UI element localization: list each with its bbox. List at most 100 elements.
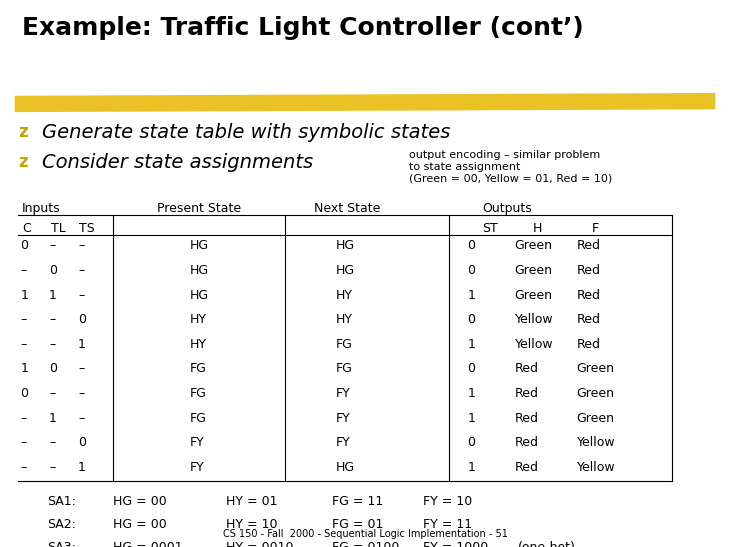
Text: FG: FG [190, 411, 207, 424]
Text: FY = 1000: FY = 1000 [423, 541, 488, 547]
Text: FY = 11: FY = 11 [423, 518, 472, 531]
Text: Green: Green [577, 363, 615, 375]
Text: FY: FY [336, 411, 350, 424]
Text: 0: 0 [78, 437, 86, 449]
Text: Green: Green [577, 387, 615, 400]
Text: FG: FG [336, 363, 353, 375]
Text: Red: Red [515, 363, 539, 375]
Text: –: – [49, 338, 55, 351]
Text: 0: 0 [467, 264, 475, 277]
Text: output encoding – similar problem
to state assignment
(Green = 00, Yellow = 01, : output encoding – similar problem to sta… [409, 150, 612, 184]
Text: ST: ST [482, 222, 498, 235]
Text: 0: 0 [78, 313, 86, 326]
Text: FG: FG [190, 387, 207, 400]
Text: –: – [49, 437, 55, 449]
Text: 1: 1 [78, 461, 86, 474]
Text: –: – [49, 461, 55, 474]
Text: –: – [49, 313, 55, 326]
Text: FY: FY [190, 437, 204, 449]
Text: HY: HY [336, 289, 353, 301]
Text: Red: Red [515, 411, 539, 424]
Text: Green: Green [515, 264, 553, 277]
Text: –: – [78, 264, 85, 277]
Text: HY: HY [336, 313, 353, 326]
Text: HG = 00: HG = 00 [113, 518, 167, 531]
Text: Red: Red [515, 461, 539, 474]
Text: 1: 1 [467, 461, 475, 474]
Text: Consider state assignments: Consider state assignments [42, 153, 313, 172]
Text: Example: Traffic Light Controller (cont’): Example: Traffic Light Controller (cont’… [22, 16, 584, 40]
Text: 1: 1 [78, 338, 86, 351]
Text: –: – [20, 411, 27, 424]
Text: SA3:: SA3: [47, 541, 77, 547]
Text: FG = 01: FG = 01 [332, 518, 383, 531]
Text: FG = 11: FG = 11 [332, 495, 383, 508]
Text: HY: HY [190, 313, 207, 326]
Text: 1: 1 [49, 289, 57, 301]
Text: 0: 0 [467, 313, 475, 326]
Text: 0: 0 [20, 387, 28, 400]
Text: SA1:: SA1: [47, 495, 77, 508]
Text: Next State: Next State [314, 202, 380, 216]
Text: Yellow: Yellow [515, 313, 553, 326]
Text: FG: FG [336, 338, 353, 351]
Text: 0: 0 [49, 264, 57, 277]
Text: Red: Red [577, 264, 601, 277]
Text: 1: 1 [467, 338, 475, 351]
Text: Present State: Present State [157, 202, 241, 216]
Text: HY: HY [190, 338, 207, 351]
Text: (one-hot): (one-hot) [518, 541, 576, 547]
Text: HG: HG [190, 289, 209, 301]
Text: 1: 1 [467, 411, 475, 424]
Text: Inputs: Inputs [22, 202, 61, 216]
Text: Red: Red [577, 338, 601, 351]
Text: –: – [49, 387, 55, 400]
Text: –: – [20, 461, 27, 474]
Text: HG: HG [336, 264, 355, 277]
Text: TL: TL [51, 222, 66, 235]
Text: Yellow: Yellow [577, 437, 615, 449]
Text: Red: Red [577, 313, 601, 326]
Text: –: – [20, 313, 27, 326]
Text: –: – [20, 264, 27, 277]
Text: C: C [22, 222, 31, 235]
Text: Green: Green [515, 289, 553, 301]
Text: Red: Red [515, 387, 539, 400]
Text: CS 150 - Fall  2000 - Sequential Logic Implementation - 51: CS 150 - Fall 2000 - Sequential Logic Im… [223, 529, 507, 539]
Text: F: F [591, 222, 599, 235]
Text: z: z [18, 153, 28, 171]
Text: Green: Green [577, 411, 615, 424]
Text: FY: FY [190, 461, 204, 474]
Text: z: z [18, 123, 28, 141]
Text: –: – [78, 387, 85, 400]
Text: –: – [20, 437, 27, 449]
Text: –: – [78, 363, 85, 375]
Text: 1: 1 [467, 289, 475, 301]
Text: Red: Red [515, 437, 539, 449]
Text: –: – [78, 289, 85, 301]
Text: HG: HG [190, 264, 209, 277]
Text: FY = 10: FY = 10 [423, 495, 472, 508]
Text: FG: FG [190, 363, 207, 375]
Text: 1: 1 [49, 411, 57, 424]
Text: HY = 10: HY = 10 [226, 518, 278, 531]
Text: Yellow: Yellow [577, 461, 615, 474]
Text: 0: 0 [49, 363, 57, 375]
Text: HG = 00: HG = 00 [113, 495, 167, 508]
Text: FY: FY [336, 437, 350, 449]
Text: 1: 1 [20, 363, 28, 375]
Text: 1: 1 [467, 387, 475, 400]
Text: Red: Red [577, 289, 601, 301]
Text: HY = 01: HY = 01 [226, 495, 278, 508]
Polygon shape [15, 93, 715, 112]
Text: 1: 1 [20, 289, 28, 301]
Text: –: – [78, 240, 85, 252]
Text: TS: TS [79, 222, 95, 235]
Text: 0: 0 [20, 240, 28, 252]
Text: –: – [49, 240, 55, 252]
Text: –: – [78, 411, 85, 424]
Text: HG: HG [190, 240, 209, 252]
Text: Generate state table with symbolic states: Generate state table with symbolic state… [42, 123, 450, 142]
Text: HG: HG [336, 240, 355, 252]
Text: Outputs: Outputs [482, 202, 531, 216]
